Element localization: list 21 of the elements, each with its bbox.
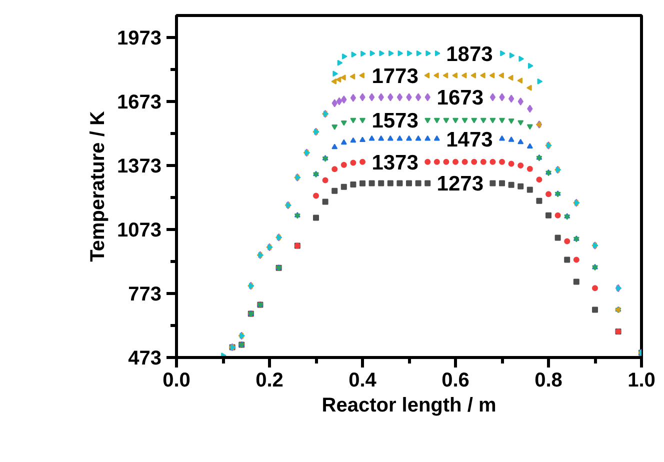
y-tick-label: 1073 <box>117 219 162 242</box>
x-tick-label: 0.6 <box>442 370 470 392</box>
y-axis-title: Temperature / K <box>87 110 110 262</box>
y-tick-label: 473 <box>128 348 162 370</box>
x-tick-label: 0.2 <box>256 370 284 392</box>
y-tick-label: 773 <box>128 283 162 306</box>
series-label: 1473 <box>446 128 493 152</box>
x-tick-label: 0.4 <box>348 370 378 392</box>
x-tick-label: 0.0 <box>162 370 190 392</box>
x-axis-title: Reactor length / m <box>322 394 496 416</box>
x-tick-label: 1.0 <box>628 370 656 392</box>
y-tick-label: 1973 <box>117 27 162 50</box>
series-label: 1273 <box>436 172 484 196</box>
series-label: 1773 <box>372 64 418 88</box>
x-tick-label: 0.8 <box>534 370 562 392</box>
series-label: 1673 <box>436 86 484 110</box>
y-tick-label: 1373 <box>117 155 162 178</box>
series-label: 1873 <box>446 42 493 66</box>
y-tick-label: 1673 <box>117 91 162 114</box>
series-label: 1573 <box>372 109 418 132</box>
series-label: 1373 <box>372 151 418 174</box>
